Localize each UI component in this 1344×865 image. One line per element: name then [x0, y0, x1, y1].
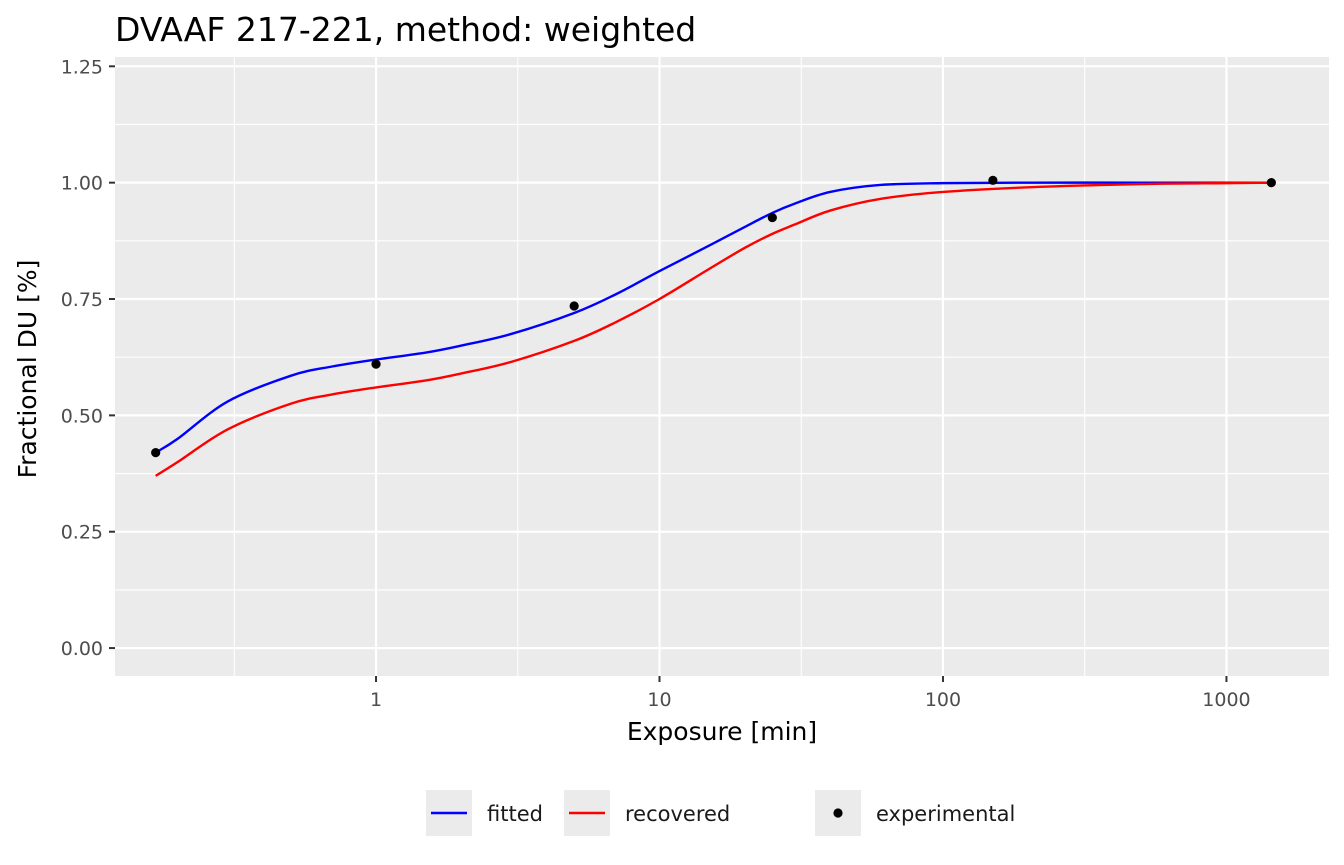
- legend-swatch-experimental: [833, 808, 843, 818]
- x-tick-label: 1000: [1202, 689, 1250, 711]
- y-tick-label: 0.75: [61, 289, 103, 311]
- minor-gridlines: [115, 57, 1329, 676]
- data-point-experimental: [988, 175, 998, 185]
- y-tick-label: 1.25: [61, 56, 103, 78]
- x-axis-title: Exposure [min]: [627, 717, 817, 746]
- data-point-experimental: [569, 301, 579, 311]
- y-axis-title: Fractional DU [%]: [13, 260, 42, 479]
- series-line-recovered: [155, 181, 1272, 477]
- x-tick-label: 1: [370, 689, 382, 711]
- plot-panel: [115, 57, 1329, 676]
- y-tick-label: 1.00: [61, 173, 103, 195]
- y-axis: 0.00 0.25 0.50 0.75 1.00 1.25: [61, 56, 115, 660]
- legend-label-recovered: recovered: [625, 802, 730, 826]
- legend-label-experimental: experimental: [876, 802, 1015, 826]
- legend-label-fitted: fitted: [487, 802, 543, 826]
- y-tick-label: 0.50: [61, 405, 103, 427]
- x-tick-label: 10: [647, 689, 671, 711]
- data-point-experimental: [151, 448, 161, 458]
- x-tick-label: 100: [925, 689, 961, 711]
- y-tick-label: 0.25: [61, 522, 103, 544]
- legend-item-recovered: recovered: [564, 790, 730, 836]
- legend: fitted recovered experimental: [426, 790, 1015, 836]
- data-point-experimental: [1266, 178, 1276, 188]
- data-point-experimental: [767, 212, 777, 223]
- y-tick-label: 0.00: [61, 638, 103, 660]
- chart-title: DVAAF 217-221, method: weighted: [115, 10, 696, 49]
- legend-item-fitted: fitted: [426, 790, 543, 836]
- legend-item-experimental: experimental: [815, 790, 1015, 836]
- x-axis: 1 10 100 1000: [370, 676, 1251, 711]
- series-line-fitted: [155, 181, 1272, 454]
- data-series: [151, 175, 1276, 477]
- data-point-experimental: [371, 359, 381, 369]
